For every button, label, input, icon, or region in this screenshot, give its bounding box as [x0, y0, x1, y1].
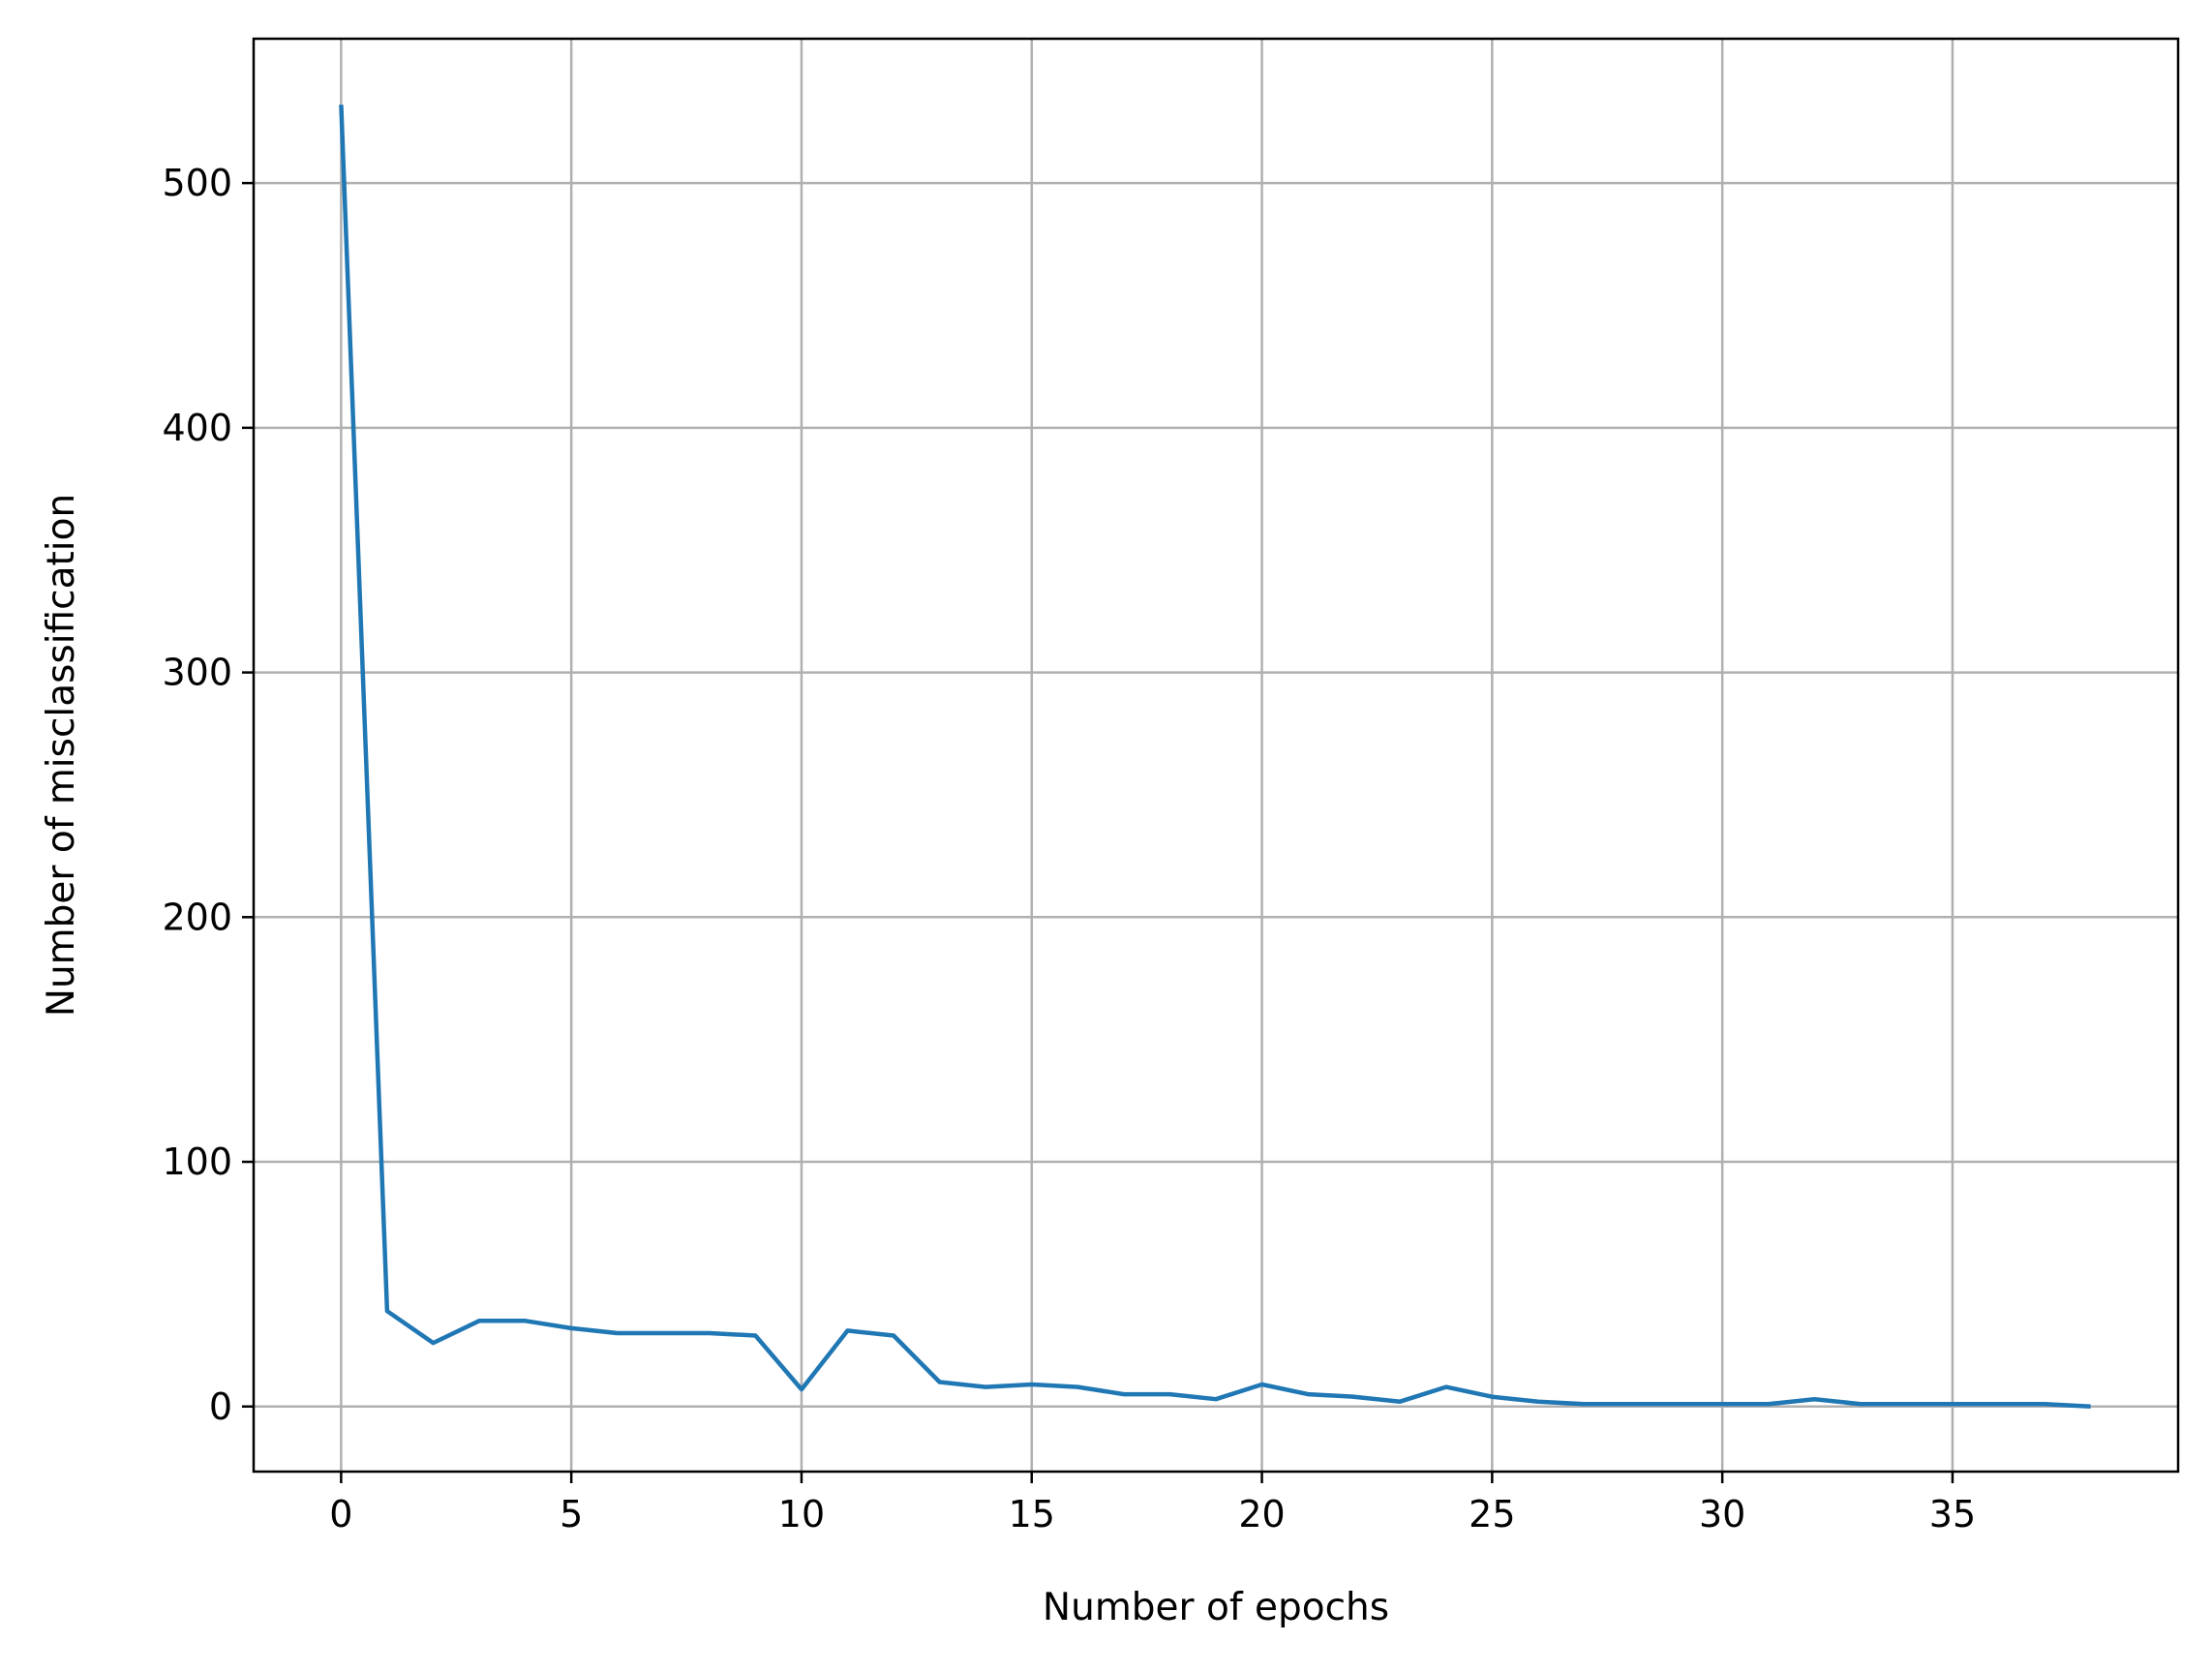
- series-line: [339, 105, 2091, 1410]
- x-axis-title: Number of epochs: [1043, 1586, 1389, 1629]
- x-tick-label: 15: [1009, 1493, 1055, 1535]
- y-axis-title: Number of misclassification: [40, 494, 83, 1017]
- y-tick-label: 500: [162, 162, 232, 204]
- x-tick-label: 30: [1699, 1493, 1745, 1535]
- grid: [254, 39, 2178, 1472]
- x-tick-label: 25: [1469, 1493, 1515, 1535]
- x-tick-label: 10: [778, 1493, 825, 1535]
- y-tick-label: 200: [162, 896, 232, 938]
- y-tick-label: 400: [162, 407, 232, 449]
- plot-frame: [252, 37, 2180, 1474]
- x-tick-label: 0: [329, 1493, 352, 1535]
- x-tick-label: 20: [1238, 1493, 1285, 1535]
- y-tick-label: 0: [209, 1385, 232, 1428]
- y-tick-label: 300: [162, 652, 232, 694]
- x-tick-label: 5: [560, 1493, 583, 1535]
- ticks: 0 5 10 15 20 25 30 35 0 100 200 300 400 500: [162, 162, 1976, 1535]
- series-layer: [339, 105, 2091, 1410]
- y-tick-label: 100: [162, 1140, 232, 1183]
- x-tick-label: 35: [1929, 1493, 1976, 1535]
